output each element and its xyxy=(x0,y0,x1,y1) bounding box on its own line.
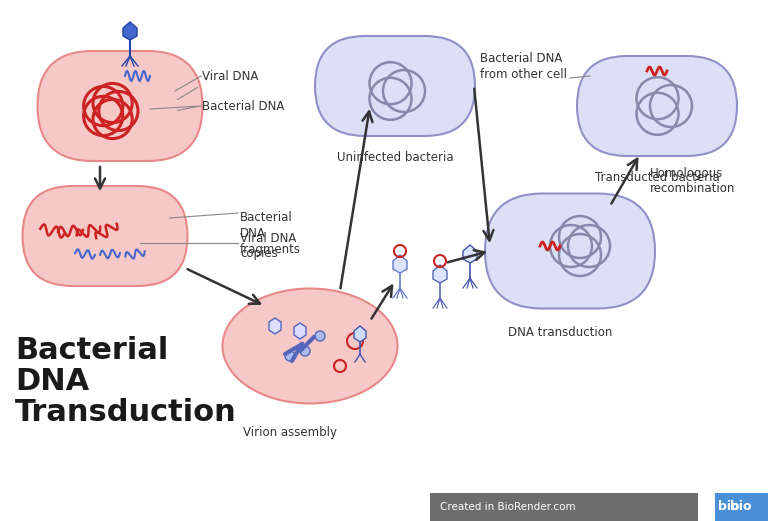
Text: Bacterial DNA
from other cell: Bacterial DNA from other cell xyxy=(480,52,567,81)
FancyBboxPatch shape xyxy=(577,56,737,156)
Text: bio: bio xyxy=(718,501,740,514)
Text: Homologous
recombination: Homologous recombination xyxy=(650,167,736,195)
Ellipse shape xyxy=(223,289,398,403)
Polygon shape xyxy=(463,245,477,263)
Polygon shape xyxy=(294,323,306,339)
Circle shape xyxy=(285,351,295,361)
FancyBboxPatch shape xyxy=(38,51,203,161)
Text: Created in BioRender.com: Created in BioRender.com xyxy=(440,502,576,512)
Text: Transducted bacteria: Transducted bacteria xyxy=(594,171,720,184)
Polygon shape xyxy=(354,326,366,342)
FancyBboxPatch shape xyxy=(22,186,187,286)
Polygon shape xyxy=(269,318,281,334)
Text: Bacterial
DNA
fragments: Bacterial DNA fragments xyxy=(240,211,301,256)
FancyBboxPatch shape xyxy=(715,493,768,521)
Circle shape xyxy=(315,331,325,341)
Polygon shape xyxy=(433,265,447,283)
FancyBboxPatch shape xyxy=(485,193,655,308)
FancyBboxPatch shape xyxy=(430,493,698,521)
FancyBboxPatch shape xyxy=(315,36,475,136)
Text: Uninfected bacteria: Uninfected bacteria xyxy=(336,151,453,164)
Circle shape xyxy=(300,346,310,356)
Polygon shape xyxy=(393,255,407,273)
Text: Viral DNA: Viral DNA xyxy=(202,69,258,82)
Text: Bacterial
DNA
Transduction: Bacterial DNA Transduction xyxy=(15,336,237,427)
Text: Bacterial DNA: Bacterial DNA xyxy=(202,100,284,113)
Text: Virion assembly: Virion assembly xyxy=(243,426,337,439)
Text: bio: bio xyxy=(730,501,752,514)
Text: Viral DNA
copies: Viral DNA copies xyxy=(240,232,296,260)
Text: DNA transduction: DNA transduction xyxy=(508,326,612,339)
Polygon shape xyxy=(123,22,137,40)
